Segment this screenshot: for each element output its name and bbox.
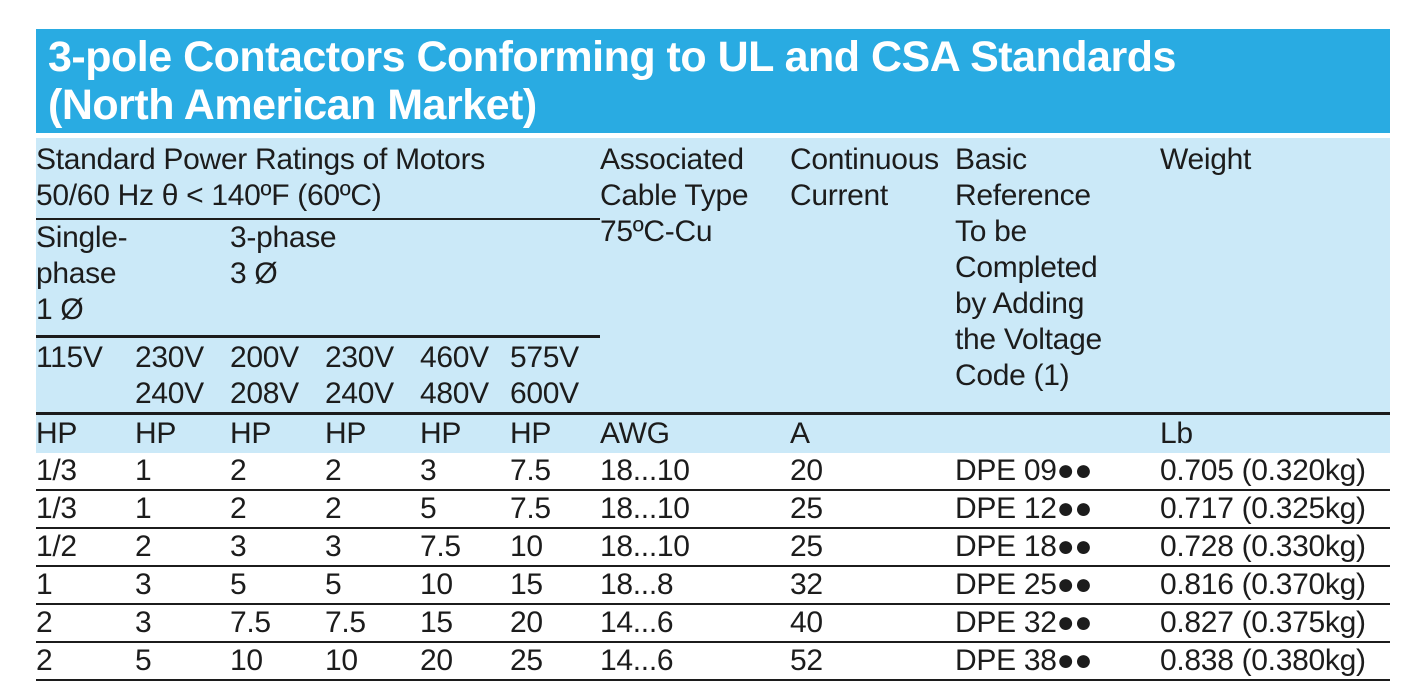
- header-continuous-current: Continuous Current: [790, 138, 955, 414]
- cell-hp-460-480v: 10: [420, 566, 510, 605]
- unit-awg: AWG: [600, 412, 790, 453]
- cell-reference: DPE 09●●: [955, 453, 1160, 491]
- table-row: 2 5 10 10 20 25 14...6 52 DPE 38●● 0.838…: [36, 642, 1390, 681]
- cell-reference: DPE 38●●: [955, 642, 1160, 681]
- header-voltage-230-240v-3ph: 230V 240V: [325, 336, 420, 414]
- unit-hp-2: HP: [135, 412, 230, 453]
- cell-weight: 0.838 (0.380kg): [1160, 642, 1390, 681]
- cell-awg: 18...10: [600, 490, 790, 529]
- unit-hp-1: HP: [36, 412, 135, 453]
- table-row: 1/2 2 3 3 7.5 10 18...10 25 DPE 18●● 0.7…: [36, 528, 1390, 567]
- cell-hp-460-480v: 7.5: [420, 528, 510, 567]
- unit-hp-5: HP: [420, 412, 510, 453]
- table-row: 1/3 1 2 2 3 7.5 18...10 20 DPE 09●● 0.70…: [36, 453, 1390, 491]
- cell-hp-200-208v: 2: [230, 453, 325, 491]
- header-voltage-230-240v: 230V 240V: [135, 336, 230, 414]
- cell-hp-575-600v: 10: [510, 528, 600, 567]
- cell-weight: 0.717 (0.325kg): [1160, 490, 1390, 529]
- cell-hp-460-480v: 3: [420, 453, 510, 491]
- cell-current: 40: [790, 604, 955, 643]
- cell-hp-115v: 2: [36, 604, 135, 643]
- cell-awg: 18...8: [600, 566, 790, 605]
- page-title: 3-pole Contactors Conforming to UL and C…: [36, 29, 1390, 133]
- header-voltage-460-480v: 460V 480V: [420, 336, 510, 414]
- cell-hp-230-240v-3ph: 3: [325, 528, 420, 567]
- cell-hp-575-600v: 25: [510, 642, 600, 681]
- cell-awg: 18...10: [600, 528, 790, 567]
- cell-current: 32: [790, 566, 955, 605]
- cell-hp-230-240v: 2: [135, 528, 230, 567]
- cell-hp-230-240v: 3: [135, 566, 230, 605]
- table-row: 1/3 1 2 2 5 7.5 18...10 25 DPE 12●● 0.71…: [36, 490, 1390, 529]
- cell-hp-230-240v: 1: [135, 490, 230, 529]
- cell-hp-200-208v: 7.5: [230, 604, 325, 643]
- cell-current: 25: [790, 490, 955, 529]
- power-ratings-line-2: 50/60 Hz θ < 140ºF (60ºC): [36, 179, 382, 212]
- header-voltage-115v: 115V: [36, 336, 135, 414]
- cell-hp-230-240v-3ph: 5: [325, 566, 420, 605]
- cell-hp-230-240v: 3: [135, 604, 230, 643]
- cell-weight: 0.705 (0.320kg): [1160, 453, 1390, 491]
- cell-hp-200-208v: 10: [230, 642, 325, 681]
- header-single-phase: Single- phase 1 Ø: [36, 219, 230, 338]
- cell-hp-230-240v-3ph: 2: [325, 490, 420, 529]
- cell-hp-460-480v: 5: [420, 490, 510, 529]
- header-three-phase: 3-phase 3 Ø: [230, 219, 600, 338]
- header-voltage-200-208v: 200V 208V: [230, 336, 325, 414]
- cell-reference: DPE 18●●: [955, 528, 1160, 567]
- cell-hp-230-240v-3ph: 10: [325, 642, 420, 681]
- cell-hp-115v: 1/2: [36, 528, 135, 567]
- cell-awg: 18...10: [600, 453, 790, 491]
- header-power-ratings: Standard Power Ratings of Motors 50/60 H…: [36, 138, 600, 220]
- cell-current: 20: [790, 453, 955, 491]
- cell-hp-200-208v: 5: [230, 566, 325, 605]
- unit-hp-4: HP: [325, 412, 420, 453]
- unit-amps: A: [790, 412, 955, 453]
- unit-reference-blank: [955, 412, 1160, 453]
- cell-hp-230-240v-3ph: 2: [325, 453, 420, 491]
- cell-hp-115v: 2: [36, 642, 135, 681]
- cell-hp-230-240v-3ph: 7.5: [325, 604, 420, 643]
- header-weight: Weight: [1160, 138, 1390, 414]
- cell-weight: 0.827 (0.375kg): [1160, 604, 1390, 643]
- header-voltage-575-600v: 575V 600V: [510, 336, 600, 414]
- header-associated-cable: Associated Cable Type 75ºC-Cu: [600, 138, 790, 414]
- cell-current: 25: [790, 528, 955, 567]
- contactor-ratings-table: Standard Power Ratings of Motors 50/60 H…: [36, 138, 1390, 681]
- cell-hp-230-240v: 1: [135, 453, 230, 491]
- table-row: 1 3 5 5 10 15 18...8 32 DPE 25●● 0.816 (…: [36, 566, 1390, 605]
- cell-hp-575-600v: 20: [510, 604, 600, 643]
- table-row: 2 3 7.5 7.5 15 20 14...6 40 DPE 32●● 0.8…: [36, 604, 1390, 643]
- cell-weight: 0.728 (0.330kg): [1160, 528, 1390, 567]
- header-basic-reference: Basic Reference To be Completed by Addin…: [955, 138, 1160, 414]
- cell-hp-200-208v: 3: [230, 528, 325, 567]
- cell-hp-230-240v: 5: [135, 642, 230, 681]
- cell-weight: 0.816 (0.370kg): [1160, 566, 1390, 605]
- cell-hp-575-600v: 7.5: [510, 490, 600, 529]
- cell-hp-575-600v: 7.5: [510, 453, 600, 491]
- catalog-page: 3-pole Contactors Conforming to UL and C…: [36, 29, 1390, 681]
- cell-hp-115v: 1: [36, 566, 135, 605]
- cell-awg: 14...6: [600, 604, 790, 643]
- cell-reference: DPE 32●●: [955, 604, 1160, 643]
- cell-reference: DPE 12●●: [955, 490, 1160, 529]
- cell-hp-200-208v: 2: [230, 490, 325, 529]
- cell-hp-115v: 1/3: [36, 453, 135, 491]
- cell-current: 52: [790, 642, 955, 681]
- cell-hp-460-480v: 15: [420, 604, 510, 643]
- unit-lb: Lb: [1160, 412, 1390, 453]
- cell-awg: 14...6: [600, 642, 790, 681]
- title-line-2: (North American Market): [48, 81, 537, 129]
- unit-hp-6: HP: [510, 412, 600, 453]
- unit-hp-3: HP: [230, 412, 325, 453]
- power-ratings-line-1: Standard Power Ratings of Motors: [36, 143, 485, 176]
- cell-reference: DPE 25●●: [955, 566, 1160, 605]
- cell-hp-460-480v: 20: [420, 642, 510, 681]
- title-line-1: 3-pole Contactors Conforming to UL and C…: [48, 33, 1176, 81]
- cell-hp-575-600v: 15: [510, 566, 600, 605]
- cell-hp-115v: 1/3: [36, 490, 135, 529]
